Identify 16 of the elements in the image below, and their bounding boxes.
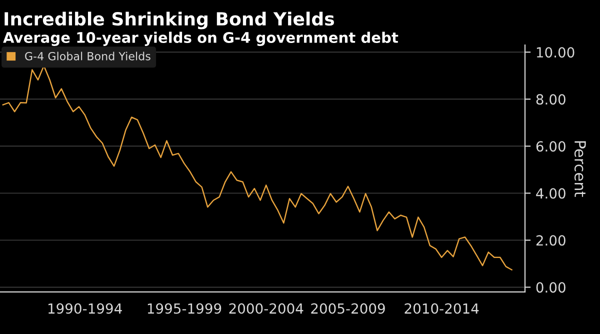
legend-label: G-4 Global Bond Yields bbox=[25, 52, 150, 60]
y-tick-label: 10.00 bbox=[536, 47, 574, 58]
chart-title: Incredible Shrinking Bond Yields bbox=[4, 12, 334, 30]
x-tick-label: 2010-2014 bbox=[404, 303, 479, 314]
line-series bbox=[2, 65, 512, 270]
y-tick-label: 6.00 bbox=[536, 141, 566, 152]
y-tick-label: 2.00 bbox=[536, 235, 566, 246]
y-tick-label: 0.00 bbox=[536, 282, 566, 293]
x-tick-label: 1990-1994 bbox=[48, 303, 122, 314]
x-tick-label: 1995-1999 bbox=[148, 303, 222, 314]
chart-subtitle: Average 10-year yields on G-4 government debt bbox=[3, 32, 398, 46]
y-tick-label: 4.00 bbox=[536, 188, 566, 199]
x-tick-label: 2005-2009 bbox=[311, 303, 385, 314]
x-tick-label: 2000-2004 bbox=[229, 303, 304, 314]
y-tick-label: 8.00 bbox=[536, 94, 566, 105]
y-axis-title: Percent bbox=[574, 141, 586, 197]
